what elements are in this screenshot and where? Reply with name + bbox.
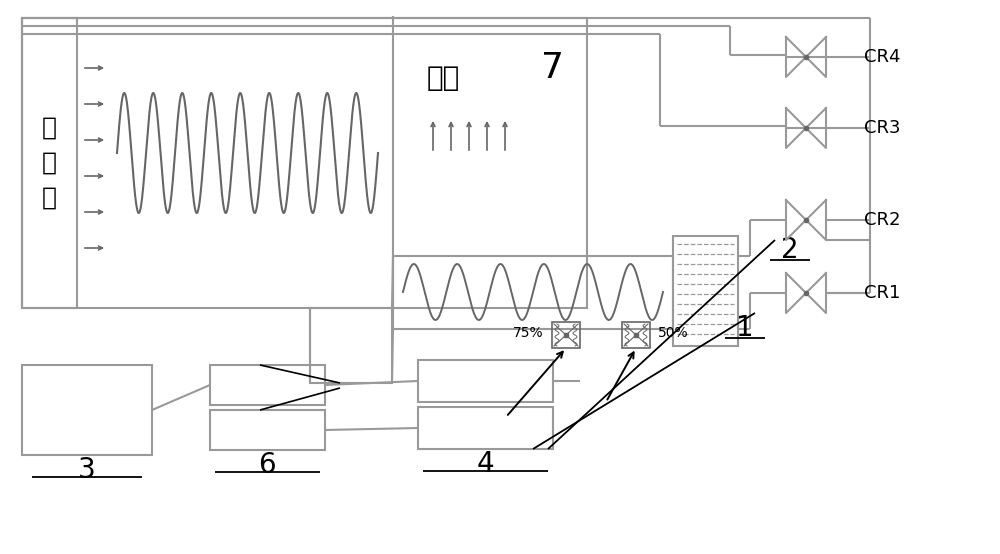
Bar <box>673 236 738 346</box>
Text: 6: 6 <box>258 451 276 479</box>
Bar <box>552 322 580 348</box>
Text: 2: 2 <box>781 236 799 264</box>
Bar <box>210 410 325 450</box>
Text: 吸: 吸 <box>42 116 56 140</box>
Bar <box>622 322 650 348</box>
Text: 50%: 50% <box>658 326 689 340</box>
Text: 口: 口 <box>42 186 56 210</box>
Bar <box>393 256 673 329</box>
Text: 75%: 75% <box>513 326 544 340</box>
Text: 排气: 排气 <box>426 64 460 92</box>
Bar <box>210 365 325 405</box>
Bar <box>22 365 152 455</box>
Text: CR4: CR4 <box>864 48 900 66</box>
Text: 7: 7 <box>542 51 564 85</box>
Text: CR2: CR2 <box>864 211 900 229</box>
Text: 气: 气 <box>42 151 56 175</box>
Bar <box>310 308 392 383</box>
Bar <box>22 18 77 308</box>
Text: 3: 3 <box>78 456 96 484</box>
Text: CR1: CR1 <box>864 284 900 302</box>
Text: 1: 1 <box>736 314 754 342</box>
Text: 4: 4 <box>476 450 494 478</box>
Text: CR3: CR3 <box>864 119 900 137</box>
Bar <box>418 360 553 402</box>
Bar <box>418 407 553 449</box>
Bar <box>22 18 587 308</box>
